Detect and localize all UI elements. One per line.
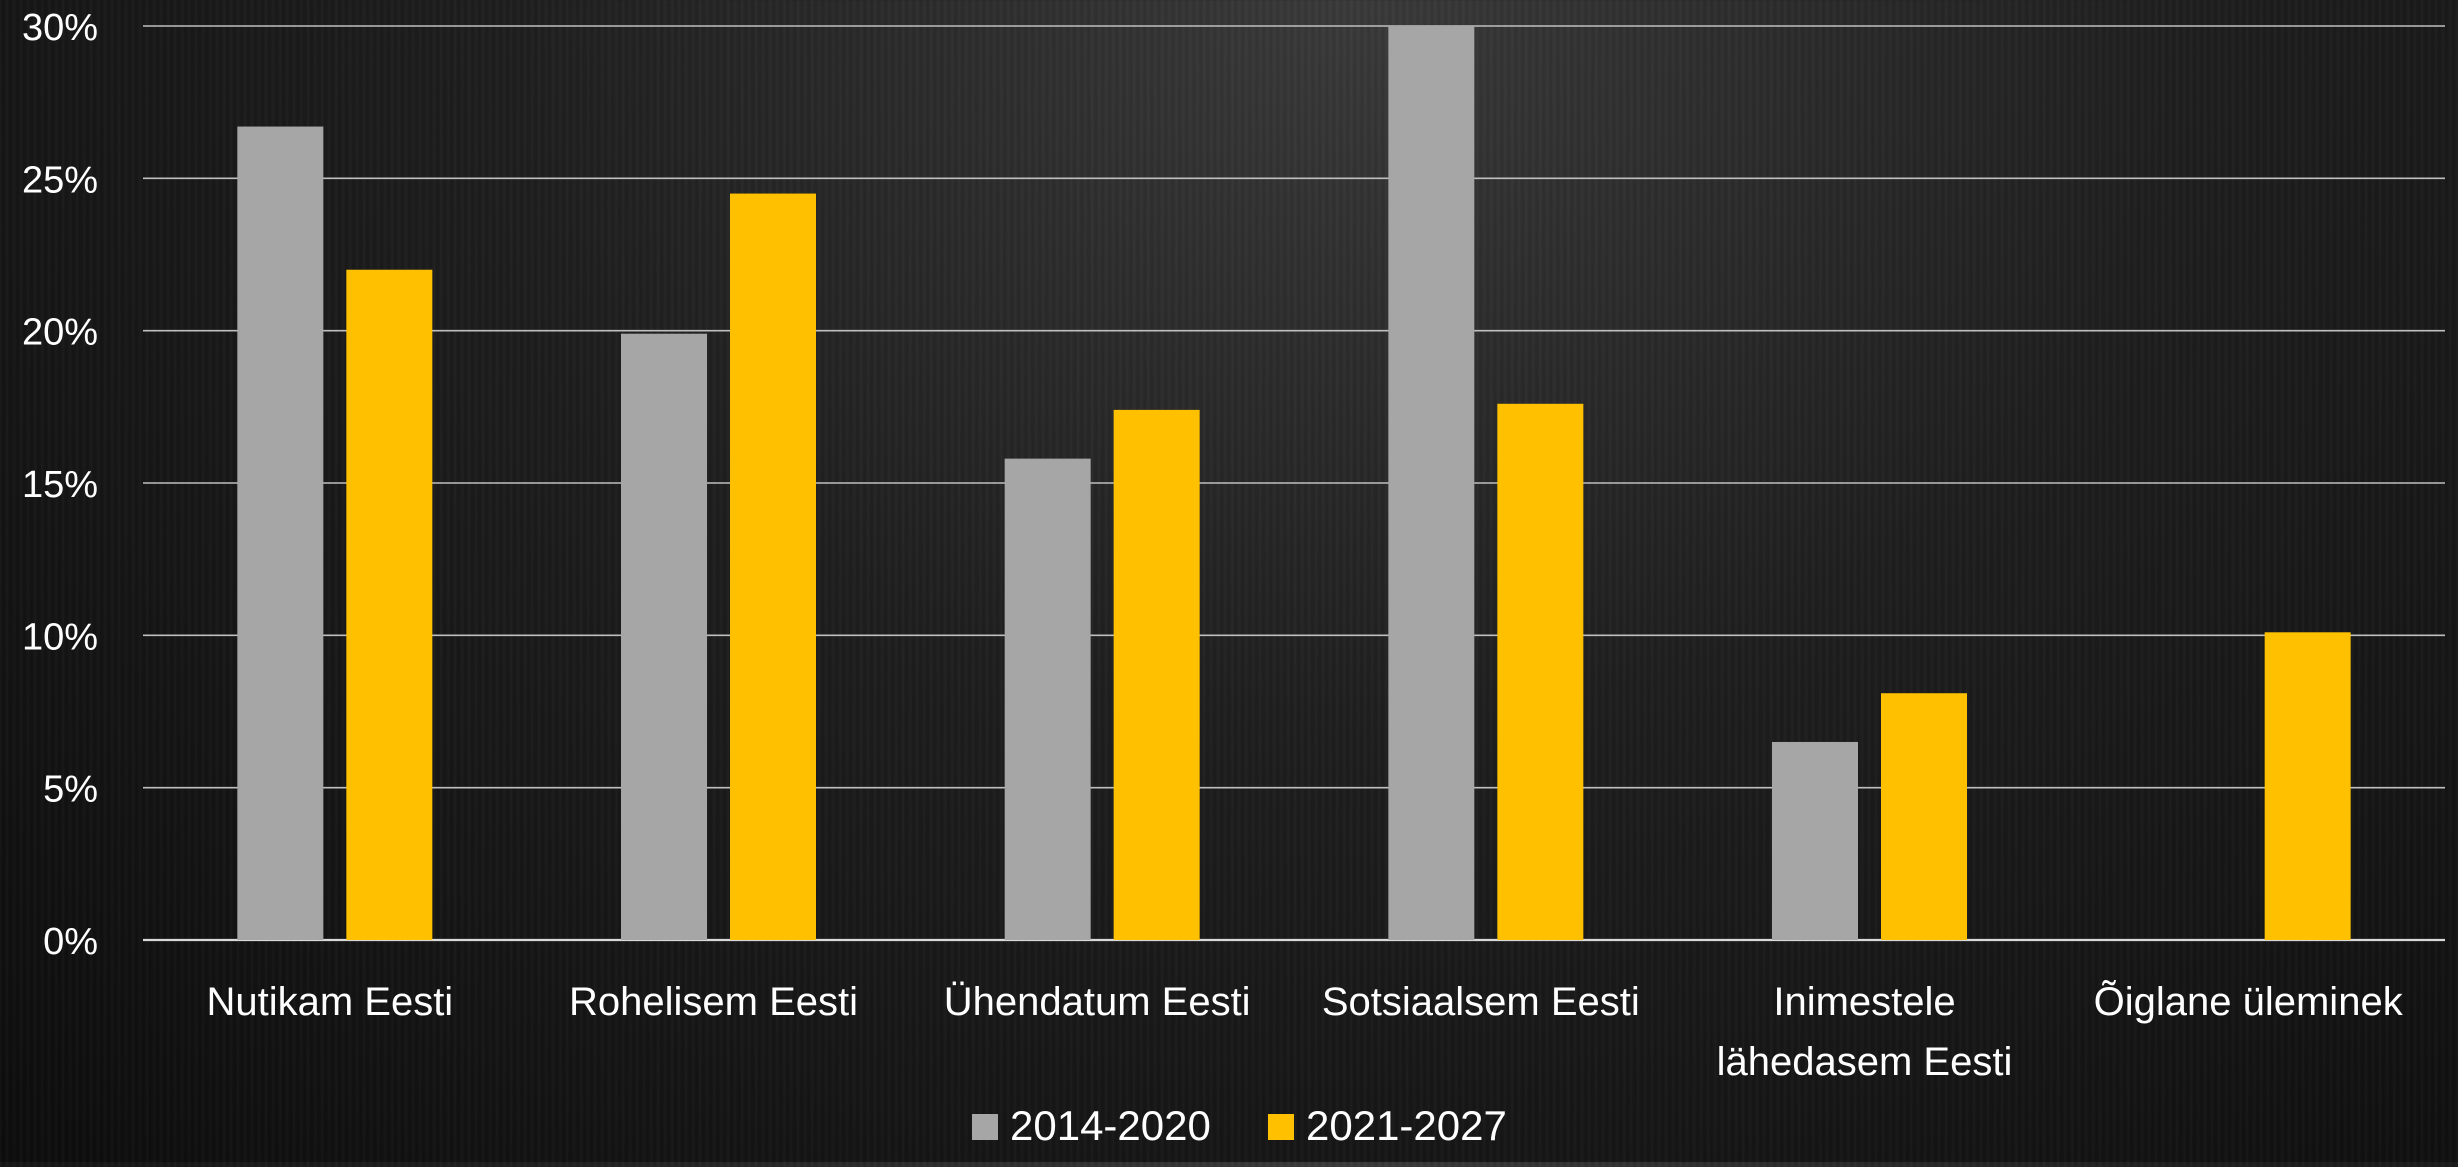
legend-label: 2014-2020	[1010, 1102, 1211, 1149]
legend: 2014-2020 2021-2027	[972, 1102, 1507, 1149]
bar-2014-2020-2	[1004, 458, 1091, 940]
category-label: Rohelisem Eesti	[569, 980, 858, 1024]
category-label: lähedasem Eesti	[1717, 1040, 2013, 1084]
y-tick-label: 10%	[22, 616, 98, 658]
y-tick-label: 30%	[22, 7, 98, 49]
bar-2014-2020-4	[1772, 741, 1858, 940]
gridlines	[143, 25, 2445, 942]
category-label: Sotsiaalsem Eesti	[1322, 980, 1640, 1024]
y-axis-ticks: 0% 5% 10% 15% 20% 25% 30%	[22, 7, 98, 963]
category-label: Inimestele	[1773, 980, 1955, 1024]
y-tick-label: 0%	[43, 921, 98, 963]
y-tick-label: 20%	[22, 312, 98, 354]
y-tick-label: 5%	[43, 769, 98, 811]
bars	[237, 26, 2351, 941]
y-tick-label: 25%	[22, 159, 98, 201]
bar-2021-2027-2	[1113, 409, 1200, 940]
category-label: Õiglane üleminek	[2094, 979, 2404, 1024]
legend-swatch	[972, 1114, 998, 1140]
bar-2014-2020-0	[237, 126, 324, 941]
category-label: Nutikam Eesti	[206, 980, 453, 1024]
bar-2021-2027-3	[1497, 403, 1584, 941]
bar-2021-2027-0	[346, 269, 433, 940]
bar-2021-2027-4	[1881, 693, 1967, 940]
bar-2021-2027-1	[730, 193, 816, 941]
y-tick-label: 15%	[22, 464, 98, 506]
category-label: Ühendatum Eesti	[944, 980, 1251, 1024]
legend-label: 2021-2027	[1306, 1102, 1507, 1149]
bar-2021-2027-5	[2264, 632, 2351, 940]
bar-2014-2020-3	[1388, 26, 1475, 940]
legend-swatch	[1268, 1114, 1294, 1140]
bar-2014-2020-1	[621, 333, 707, 940]
x-axis-labels: Nutikam Eesti Rohelisem Eesti Ühendatum Ee…	[206, 979, 2403, 1084]
